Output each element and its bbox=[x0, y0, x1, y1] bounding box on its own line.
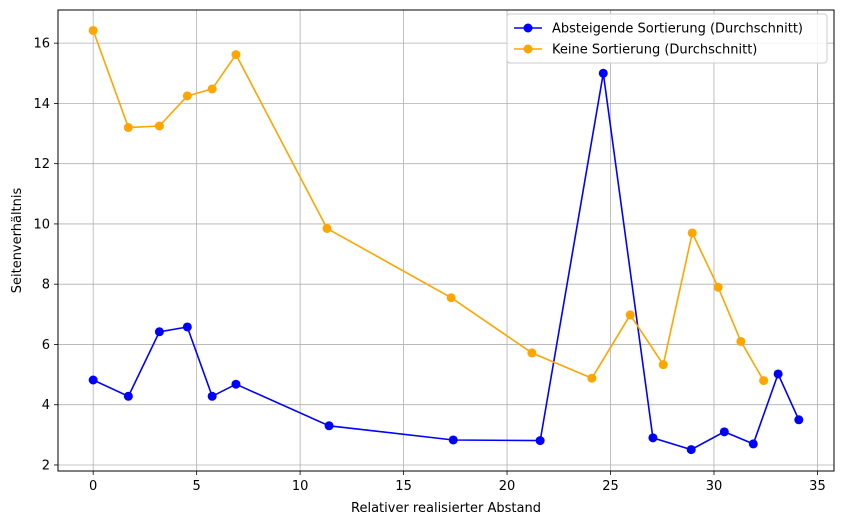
data-point-series-1 bbox=[123, 123, 133, 133]
data-point-series-0 bbox=[719, 427, 729, 437]
series-markers bbox=[88, 25, 804, 455]
data-point-series-1 bbox=[88, 25, 98, 35]
grid-lines bbox=[58, 10, 834, 471]
legend-label-absteigende: Absteigende Sortierung (Durchschnitt) bbox=[552, 22, 803, 37]
x-axis-ticks: 0 5 10 15 20 25 30 35 bbox=[89, 471, 826, 494]
data-point-series-1 bbox=[231, 50, 241, 60]
data-point-series-0 bbox=[88, 375, 98, 385]
data-point-series-0 bbox=[231, 379, 241, 389]
data-point-series-0 bbox=[324, 421, 334, 431]
data-point-series-0 bbox=[794, 415, 804, 425]
data-point-series-1 bbox=[736, 336, 746, 346]
x-tick-label: 30 bbox=[706, 479, 723, 494]
data-point-series-1 bbox=[759, 376, 769, 386]
data-point-series-1 bbox=[182, 91, 192, 101]
x-tick-label: 35 bbox=[809, 479, 826, 494]
y-tick-label: 10 bbox=[33, 217, 50, 232]
data-point-series-1 bbox=[658, 360, 668, 370]
legend: Absteigende Sortierung (Durchschnitt) Ke… bbox=[506, 13, 828, 64]
plot-area bbox=[58, 10, 834, 471]
data-point-series-1 bbox=[207, 84, 217, 94]
data-point-series-1 bbox=[322, 223, 332, 233]
data-point-series-1 bbox=[154, 121, 164, 131]
legend-marker-absteigende bbox=[523, 23, 533, 33]
legend-box bbox=[506, 13, 828, 64]
data-point-series-0 bbox=[686, 445, 696, 455]
y-axis-label: Seitenverhältnis bbox=[10, 188, 25, 294]
data-point-series-1 bbox=[625, 310, 635, 320]
data-point-series-0 bbox=[154, 327, 164, 337]
legend-marker-keine bbox=[523, 44, 533, 54]
data-point-series-1 bbox=[446, 293, 456, 303]
data-point-series-0 bbox=[535, 436, 545, 446]
data-point-series-0 bbox=[773, 369, 783, 379]
series-line-1 bbox=[92, 30, 765, 382]
data-point-series-1 bbox=[527, 348, 537, 358]
x-tick-label: 0 bbox=[89, 479, 97, 494]
legend-label-keine: Keine Sortierung (Durchschnitt) bbox=[552, 43, 757, 58]
data-point-series-0 bbox=[748, 439, 758, 449]
data-point-series-0 bbox=[448, 435, 458, 445]
data-point-series-0 bbox=[207, 391, 217, 401]
plot-frame bbox=[57, 9, 835, 472]
y-tick-label: 6 bbox=[42, 338, 50, 353]
x-tick-label: 20 bbox=[499, 479, 516, 494]
x-tick-label: 25 bbox=[602, 479, 619, 494]
data-point-series-0 bbox=[598, 68, 608, 78]
data-point-series-1 bbox=[687, 228, 697, 238]
data-point-series-0 bbox=[123, 391, 133, 401]
y-tick-label: 12 bbox=[33, 157, 50, 172]
data-point-series-0 bbox=[648, 433, 658, 443]
data-point-series-0 bbox=[182, 322, 192, 332]
x-axis-label: Relativer realisierter Abstand bbox=[351, 501, 541, 516]
y-tick-label: 8 bbox=[42, 278, 50, 293]
x-tick-label: 15 bbox=[395, 479, 412, 494]
x-tick-label: 10 bbox=[292, 479, 309, 494]
data-point-series-1 bbox=[587, 373, 597, 383]
y-tick-label: 4 bbox=[42, 398, 50, 413]
x-tick-label: 5 bbox=[193, 479, 201, 494]
y-tick-label: 2 bbox=[42, 458, 50, 473]
series-line-0 bbox=[92, 73, 800, 451]
y-axis-ticks: 2 4 6 8 10 12 14 16 bbox=[33, 37, 58, 473]
series-lines bbox=[92, 30, 800, 451]
y-tick-label: 14 bbox=[33, 97, 50, 112]
data-point-series-1 bbox=[713, 282, 723, 292]
y-tick-label: 16 bbox=[33, 37, 50, 52]
